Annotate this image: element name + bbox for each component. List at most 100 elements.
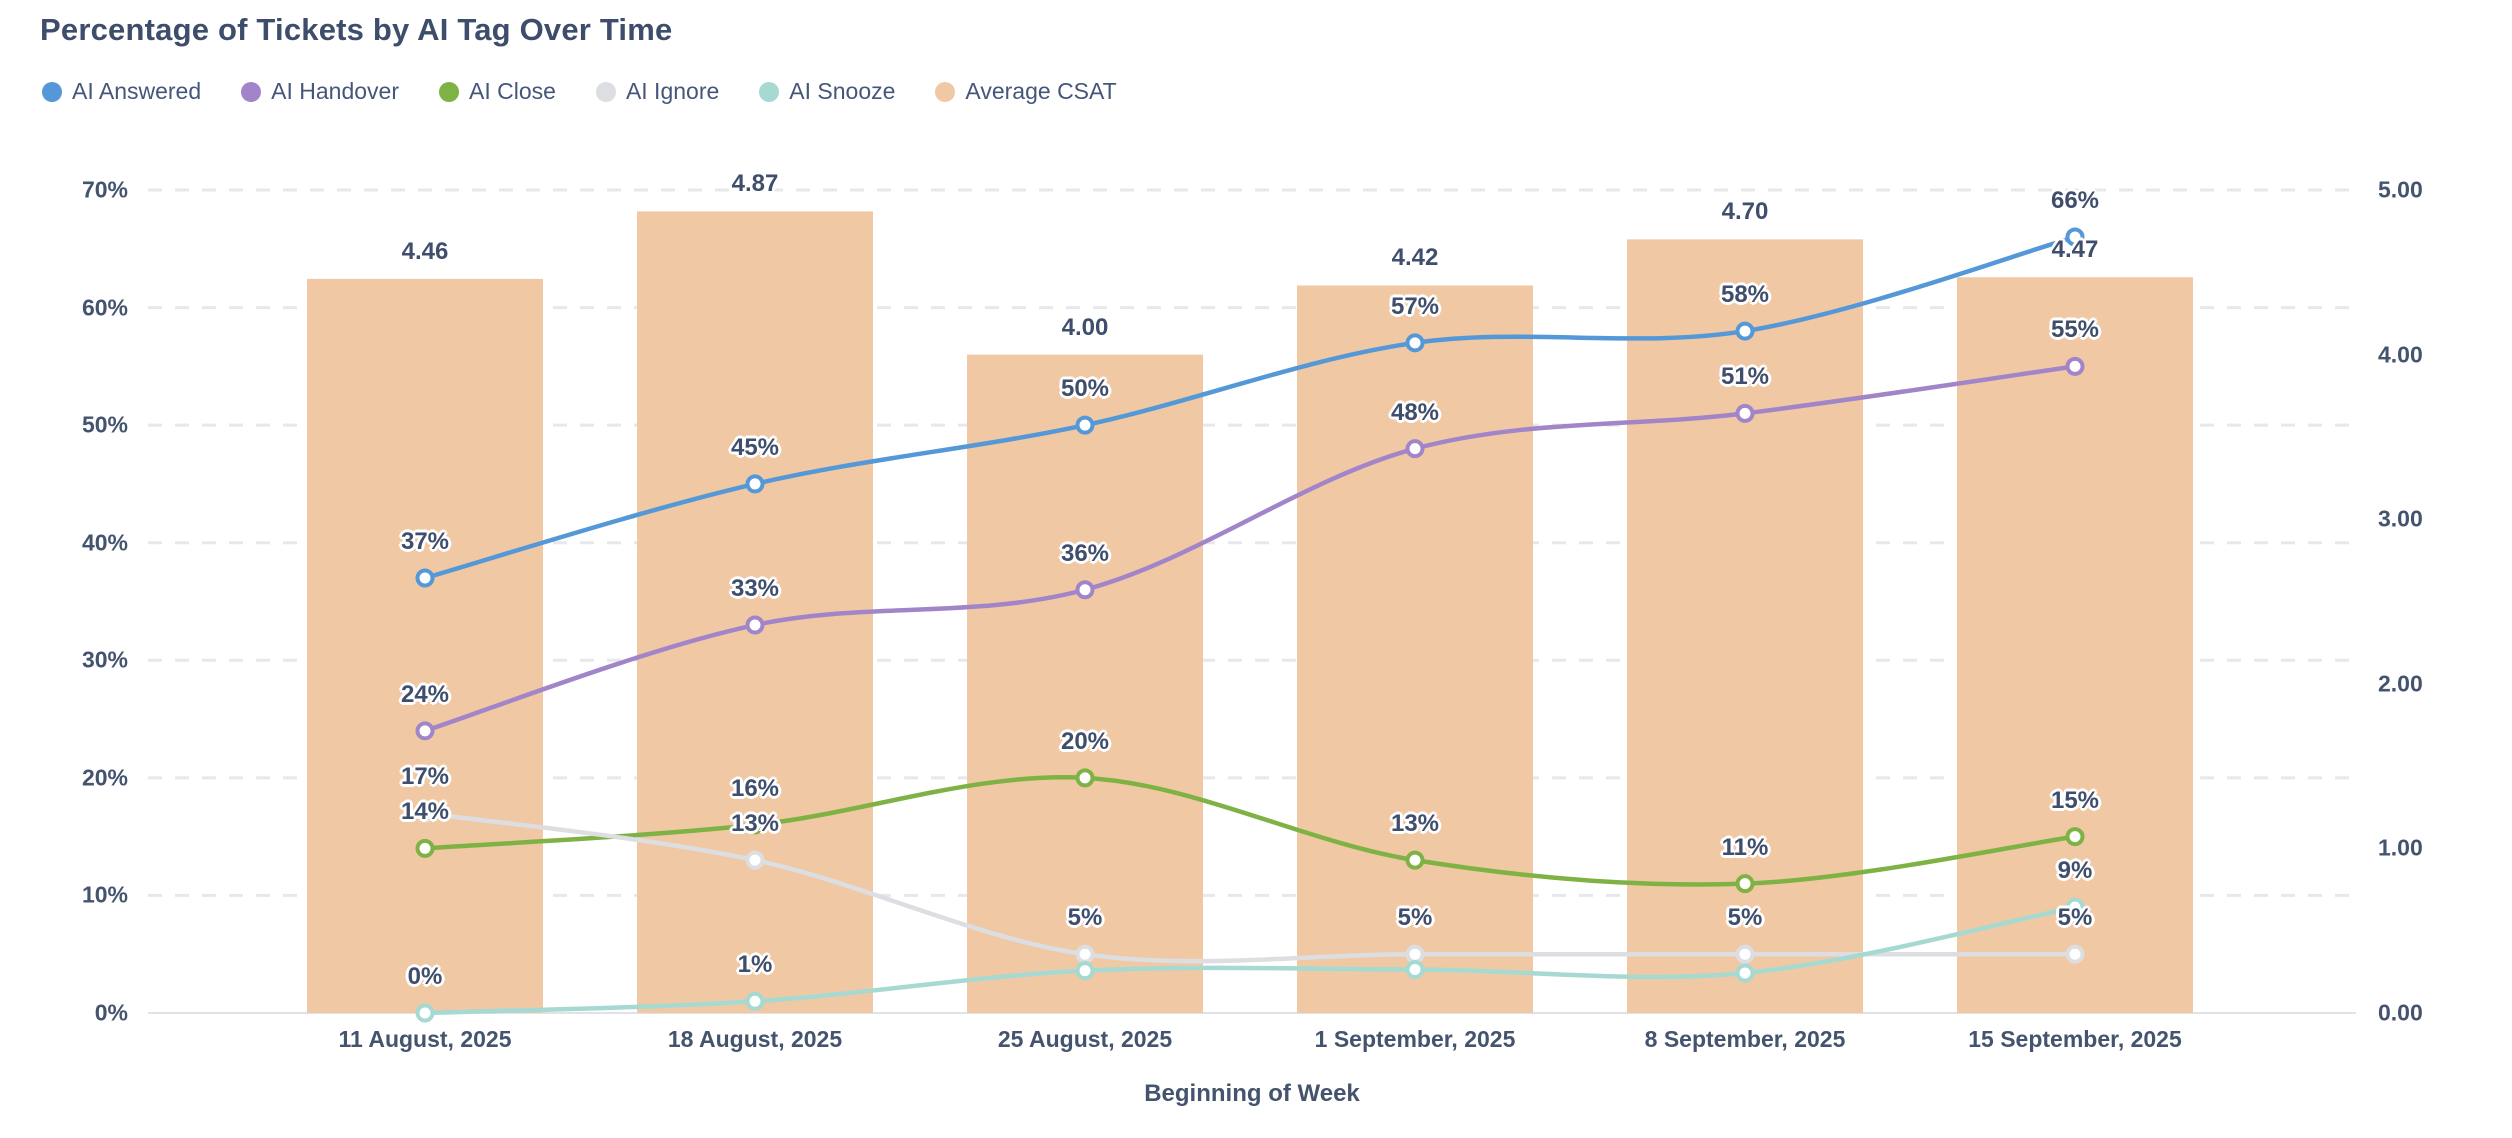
legend-dot	[759, 81, 780, 102]
data-point-ai-answered[interactable]	[1075, 415, 1095, 435]
x-axis-tick: 25 August, 2025	[997, 1026, 1173, 1052]
point-label-ai-handover: 48%	[1390, 398, 1440, 426]
point-label-ai-answered: 50%	[1060, 375, 1110, 403]
legend-item-ai-close[interactable]: AI Close	[439, 78, 556, 105]
left-axis-tick: 20%	[81, 764, 128, 791]
data-point-ai-ignore[interactable]	[1405, 944, 1425, 964]
bar-label-average-csat: 4.47	[2051, 236, 2099, 264]
chart-legend: AI Answered AI Handover AI Close AI Ignore A…	[42, 78, 1117, 105]
legend-dot	[595, 81, 616, 102]
data-point-ai-handover[interactable]	[2065, 356, 2085, 376]
bar-average-csat[interactable]	[967, 354, 1203, 1014]
data-point-ai-handover[interactable]	[415, 721, 435, 741]
left-axis-tick: 40%	[81, 529, 128, 556]
point-label-ai-snooze: 1%	[737, 951, 773, 979]
bar-average-csat[interactable]	[1297, 285, 1533, 1013]
data-point-ai-close[interactable]	[2065, 827, 2085, 847]
x-axis-title: Beginning of Week	[1144, 1080, 1360, 1107]
line-ai-close	[422, 775, 2078, 887]
data-point-ai-handover[interactable]	[1405, 439, 1425, 459]
point-label-ai-close: 15%	[2050, 786, 2100, 814]
data-point-ai-ignore[interactable]	[1735, 944, 1755, 964]
bar-average-csat[interactable]	[307, 278, 543, 1013]
legend-item-ai-snooze[interactable]: AI Snooze	[759, 78, 895, 105]
legend-label: AI Ignore	[625, 78, 720, 104]
bar-label-average-csat: 4.00	[1061, 313, 1109, 341]
line-ai-answered	[422, 234, 2078, 581]
right-axis-tick: 3.00	[2378, 505, 2423, 532]
point-label-ai-ignore: 17%	[400, 763, 450, 791]
data-point-ai-ignore[interactable]	[745, 850, 765, 870]
data-point-ai-snooze[interactable]	[745, 991, 765, 1011]
legend-dot	[42, 81, 62, 102]
data-point-ai-answered[interactable]	[1735, 321, 1755, 341]
data-point-ai-close[interactable]	[1405, 850, 1425, 870]
data-point-ai-ignore[interactable]	[415, 803, 435, 823]
point-label-ai-close: 20%	[1060, 727, 1110, 755]
point-label-ai-ignore: 5%	[1727, 904, 1763, 932]
point-label-ai-close: 11%	[1721, 833, 1769, 861]
bar-average-csat[interactable]	[1957, 277, 2193, 1013]
left-axis-tick: 0%	[94, 999, 128, 1026]
left-axis-tick: 50%	[81, 411, 128, 438]
right-axis-tick: 4.00	[2378, 341, 2423, 368]
data-point-ai-ignore[interactable]	[2065, 944, 2085, 964]
right-axis-tick: 2.00	[2378, 670, 2423, 697]
point-label-ai-ignore: 5%	[1397, 904, 1433, 932]
point-label-ai-handover: 51%	[1720, 363, 1770, 391]
right-axis-tick: 0.00	[2378, 999, 2423, 1026]
point-label-ai-answered: 66%	[2050, 187, 2100, 215]
data-point-ai-answered[interactable]	[1405, 333, 1425, 353]
data-point-ai-close[interactable]	[415, 838, 435, 858]
point-label-ai-snooze: 0%	[407, 963, 443, 990]
left-axis-tick: 60%	[81, 294, 128, 321]
point-label-ai-answered: 45%	[730, 433, 780, 461]
bar-label-average-csat: 4.46	[401, 237, 449, 265]
data-point-ai-snooze[interactable]	[2065, 897, 2085, 917]
x-axis-tick: 15 September, 2025	[1968, 1026, 2182, 1052]
data-point-ai-handover[interactable]	[1075, 580, 1095, 600]
legend-label: AI Close	[469, 78, 556, 104]
data-point-ai-answered[interactable]	[2065, 227, 2085, 247]
legend-label: AI Handover	[271, 78, 399, 104]
data-point-ai-snooze[interactable]	[1405, 959, 1425, 979]
legend-dot	[935, 81, 956, 102]
right-axis-tick: 1.00	[2378, 834, 2423, 861]
point-label-ai-handover: 36%	[1060, 539, 1110, 567]
data-point-ai-close[interactable]	[1075, 768, 1095, 788]
point-label-ai-handover: 55%	[2050, 316, 2100, 344]
data-point-ai-snooze[interactable]	[1075, 961, 1095, 981]
data-point-ai-handover[interactable]	[745, 615, 765, 635]
point-label-ai-answered: 58%	[1720, 281, 1770, 309]
legend-label: Average CSAT	[965, 78, 1117, 104]
point-label-ai-close: 14%	[400, 798, 450, 826]
legend-dot	[439, 81, 459, 102]
point-label-ai-ignore: 5%	[1067, 904, 1103, 932]
data-point-ai-answered[interactable]	[745, 474, 765, 494]
legend-item-ai-handover[interactable]: AI Handover	[241, 78, 399, 105]
legend-label: AI Answered	[72, 78, 202, 104]
legend-label: AI Snooze	[789, 78, 896, 104]
bar-label-average-csat: 4.70	[1721, 198, 1769, 226]
line-ai-snooze	[422, 904, 2078, 1016]
bar-average-csat[interactable]	[1627, 239, 1863, 1013]
legend-item-ai-ignore[interactable]: AI Ignore	[595, 78, 720, 105]
legend-item-ai-answered[interactable]: AI Answered	[42, 78, 201, 105]
legend-item-average-csat[interactable]: Average CSAT	[935, 78, 1117, 105]
data-point-ai-snooze[interactable]	[415, 1003, 435, 1023]
data-point-ai-answered[interactable]	[415, 568, 435, 588]
data-point-ai-close[interactable]	[745, 815, 765, 835]
point-label-ai-close: 13%	[1390, 810, 1440, 838]
data-point-ai-ignore[interactable]	[1075, 944, 1095, 964]
point-label-ai-ignore: 5%	[2057, 904, 2093, 932]
left-axis-tick: 30%	[81, 646, 128, 673]
point-label-ai-close: 16%	[730, 774, 780, 802]
left-axis-tick: 70%	[81, 176, 128, 203]
data-point-ai-close[interactable]	[1735, 874, 1755, 894]
bar-label-average-csat: 4.87	[731, 170, 779, 198]
point-label-ai-ignore: 13%	[730, 810, 780, 838]
data-point-ai-handover[interactable]	[1735, 403, 1755, 423]
point-label-ai-handover: 33%	[730, 575, 780, 602]
data-point-ai-snooze[interactable]	[1735, 963, 1755, 983]
